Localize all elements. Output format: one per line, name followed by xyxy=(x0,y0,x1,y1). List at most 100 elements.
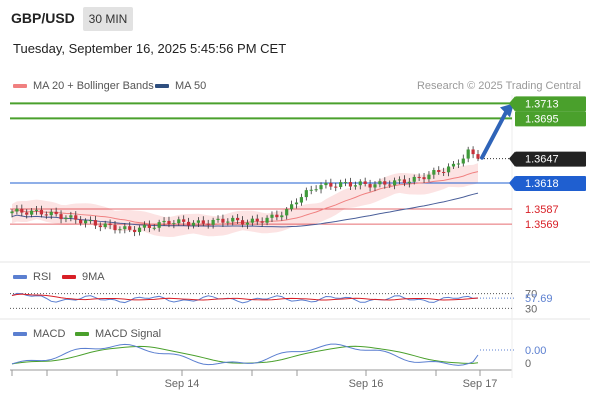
candle-up xyxy=(294,202,299,205)
candle-down xyxy=(240,220,245,225)
candle-up xyxy=(270,214,274,218)
candle-down xyxy=(383,181,387,185)
candle-up xyxy=(446,166,451,173)
macd-swatch xyxy=(13,332,27,336)
candle-down xyxy=(59,214,63,220)
resistance-2-label: 1.3713 xyxy=(525,98,559,110)
candle-up xyxy=(358,181,362,186)
candle-up xyxy=(427,174,431,180)
timeframe-button[interactable]: 30 MIN xyxy=(83,7,133,31)
candle-down xyxy=(476,154,480,159)
candle-down xyxy=(79,219,83,224)
price-levels xyxy=(10,102,512,225)
candle-up xyxy=(196,220,200,223)
current-label: 1.3647 xyxy=(525,154,559,166)
currency-pair-title: GBP/USD xyxy=(11,10,75,26)
candle-up xyxy=(412,176,416,182)
candle-down xyxy=(260,221,264,223)
candle-down xyxy=(329,182,333,187)
candle-down xyxy=(54,211,58,215)
candle-up xyxy=(378,181,382,185)
candle-down xyxy=(147,224,151,228)
candle-up xyxy=(30,210,34,215)
candle-down xyxy=(402,179,407,184)
candle-up xyxy=(309,189,313,191)
candle-up xyxy=(191,222,196,226)
candle-down xyxy=(206,223,210,225)
candle-down xyxy=(20,208,24,213)
support-2-label: 1.3569 xyxy=(525,219,559,231)
candle-down xyxy=(417,176,421,178)
main-legend-ma50: MA 50 xyxy=(155,80,206,92)
rsi-current-label: 57.69 xyxy=(525,293,553,305)
candle-up xyxy=(123,226,127,230)
chart-datetime: Tuesday, September 16, 2025 5:45:56 PM C… xyxy=(13,41,287,56)
candle-down xyxy=(167,220,171,225)
candle-up xyxy=(265,217,269,223)
candle-up xyxy=(118,229,122,231)
rsi-level-70: 70 xyxy=(525,289,537,301)
ma20-legend-label: MA 20 + Bollinger Bands xyxy=(33,80,154,92)
candle-up xyxy=(157,222,161,228)
candle-down xyxy=(422,177,426,180)
ma50-legend-label: MA 50 xyxy=(175,80,207,92)
macd-legend-label: MACD xyxy=(33,328,66,340)
candle-up xyxy=(314,189,318,191)
candle-up xyxy=(456,163,460,165)
pivot-label: 1.3618 xyxy=(525,178,559,190)
candle-up xyxy=(280,215,284,218)
candle-down xyxy=(368,184,372,188)
candle-down xyxy=(128,226,132,230)
candle-down xyxy=(93,220,97,226)
candle-up xyxy=(299,197,304,203)
candle-down xyxy=(388,184,392,186)
rsi-legend-label: RSI xyxy=(33,271,52,283)
candle-down xyxy=(182,219,186,222)
candle-up xyxy=(285,209,289,216)
resistance-1-label-box xyxy=(515,111,586,127)
candle-down xyxy=(201,220,205,224)
candles xyxy=(10,146,480,237)
bollinger-band xyxy=(12,163,478,238)
candle-down xyxy=(348,182,353,187)
macd-signal-legend-label: MACD Signal xyxy=(95,328,162,340)
main-legend-ma20: MA 20 + Bollinger Bands xyxy=(13,80,154,92)
candle-up xyxy=(88,220,93,222)
candle-up xyxy=(162,220,166,223)
candle-up xyxy=(343,182,348,184)
ma20-line xyxy=(11,171,479,227)
candle-up xyxy=(324,182,328,186)
rsi-9ma-swatch xyxy=(62,275,76,279)
x-tick-label: Sep 14 xyxy=(165,378,200,390)
current-label-box xyxy=(515,151,586,167)
rsi-line xyxy=(11,292,479,304)
candle-down xyxy=(39,209,44,215)
candle-down xyxy=(437,170,441,172)
candle-up xyxy=(451,163,456,167)
research-credit: Research © 2025 Trading Central xyxy=(416,80,581,92)
candle-up xyxy=(373,184,377,188)
candle-down xyxy=(98,225,102,228)
candle-up xyxy=(339,182,343,187)
forecast-arrow-head xyxy=(500,103,514,118)
candle-up xyxy=(466,149,470,159)
candle-up xyxy=(15,208,19,212)
candle-up xyxy=(137,227,142,233)
candle-down xyxy=(25,212,29,215)
x-tick-label: Sep 17 xyxy=(463,378,498,390)
candle-up xyxy=(49,211,53,216)
rsi-9ma-line xyxy=(11,293,479,301)
resistance-2-label-box xyxy=(515,96,586,112)
candle-down xyxy=(221,218,225,223)
forecast-arrow xyxy=(480,103,514,160)
macd-zero-label: 0 xyxy=(525,358,531,370)
ma50-swatch xyxy=(155,84,169,88)
candle-up xyxy=(216,218,220,220)
bollinger-band-fill xyxy=(12,163,478,238)
candle-up xyxy=(250,218,254,223)
candle-up xyxy=(83,220,88,224)
candle-down xyxy=(236,217,240,221)
candle-up xyxy=(397,179,402,181)
candle-up xyxy=(64,217,68,220)
